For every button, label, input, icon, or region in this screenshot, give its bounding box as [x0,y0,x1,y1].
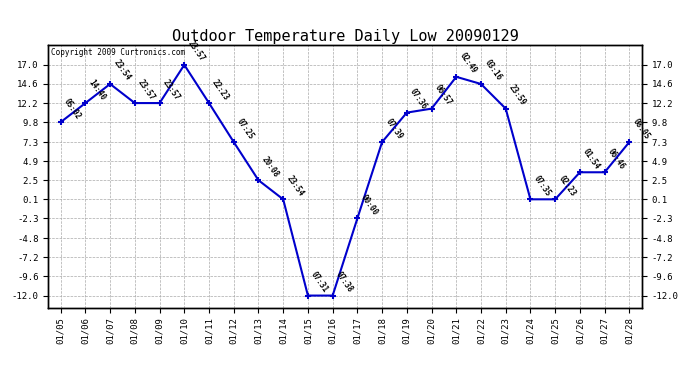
Text: 07:25: 07:25 [235,117,256,141]
Text: 02:49: 02:49 [457,51,478,75]
Text: 03:16: 03:16 [482,58,503,82]
Text: 23:57: 23:57 [136,78,157,102]
Text: 23:57: 23:57 [161,78,181,102]
Text: 00:00: 00:00 [359,193,380,217]
Text: 07:31: 07:31 [309,270,330,294]
Text: 02:23: 02:23 [557,174,578,198]
Text: 07:39: 07:39 [384,117,404,141]
Text: 23:57: 23:57 [186,39,206,63]
Text: 20:08: 20:08 [260,155,281,179]
Text: 22:23: 22:23 [210,78,231,102]
Text: 01:54: 01:54 [581,147,602,171]
Text: 07:36: 07:36 [408,87,429,111]
Text: 05:02: 05:02 [62,97,83,121]
Text: 07:35: 07:35 [532,174,553,198]
Text: 23:54: 23:54 [284,174,305,198]
Text: 06:57: 06:57 [433,83,453,107]
Text: 23:54: 23:54 [112,58,132,82]
Text: Copyright 2009 Curtronics.com: Copyright 2009 Curtronics.com [51,48,186,57]
Text: 08:05: 08:05 [631,117,651,141]
Title: Outdoor Temperature Daily Low 20090129: Outdoor Temperature Daily Low 20090129 [172,29,518,44]
Text: 14:40: 14:40 [87,78,108,102]
Text: 07:38: 07:38 [334,270,355,294]
Text: 23:59: 23:59 [507,83,528,107]
Text: 06:46: 06:46 [606,147,627,171]
